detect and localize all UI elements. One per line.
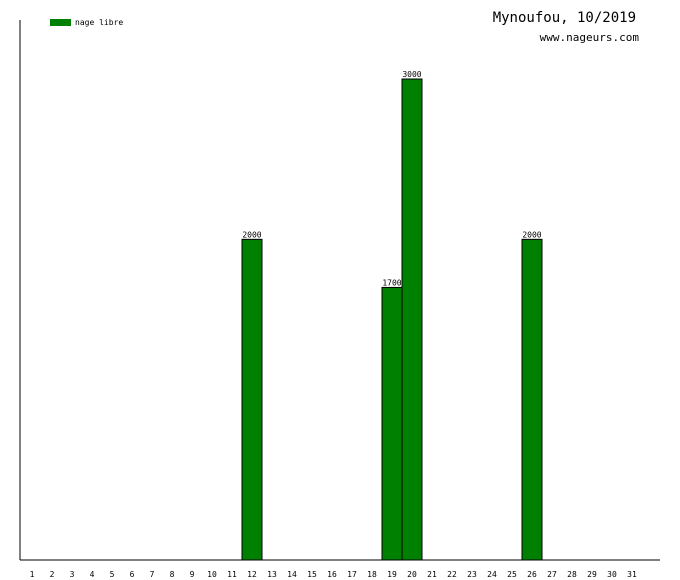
x-tick-label: 29 <box>587 570 597 579</box>
chart-subtitle: www.nageurs.com <box>540 31 640 44</box>
x-tick-label: 13 <box>267 570 277 579</box>
x-tick-label: 30 <box>607 570 617 579</box>
x-tick-label: 9 <box>190 570 195 579</box>
x-tick-label: 4 <box>90 570 95 579</box>
x-tick-label: 28 <box>567 570 577 579</box>
bar-value-label: 2000 <box>242 230 261 239</box>
x-tick-label: 31 <box>627 570 637 579</box>
x-tick-label: 2 <box>50 570 55 579</box>
x-tick-label: 5 <box>110 570 115 579</box>
x-tick-label: 1 <box>30 570 35 579</box>
bar-value-label: 3000 <box>402 70 421 79</box>
legend-swatch <box>50 19 71 26</box>
x-tick-label: 20 <box>407 570 417 579</box>
chart-title: Mynoufou, 10/2019 <box>493 10 636 26</box>
legend-label: nage libre <box>75 18 123 27</box>
x-tick-label: 6 <box>130 570 135 579</box>
bar-value-label: 2000 <box>522 230 541 239</box>
x-tick-label: 16 <box>327 570 337 579</box>
x-tick-label: 17 <box>347 570 357 579</box>
plot-area: 1 2 3 4 5 6 7 8 9 10 11 12 13 14 15 16 17 18 19 20 21 22 23 24 2… <box>19 20 660 579</box>
bar <box>401 78 423 561</box>
x-tick-label: 7 <box>150 570 155 579</box>
x-tick-label: 15 <box>307 570 317 579</box>
x-tick-label: 23 <box>467 570 477 579</box>
legend: nage libre <box>50 18 123 27</box>
data-labels: 2000 1700 3000 2000 <box>242 70 541 287</box>
x-tick-label: 12 <box>247 570 257 579</box>
x-tick-label: 24 <box>487 570 497 579</box>
x-tick-label: 27 <box>547 570 557 579</box>
bars-group <box>241 78 543 561</box>
x-tick-label: 8 <box>170 570 175 579</box>
bar <box>521 238 543 561</box>
x-tick-label: 11 <box>227 570 237 579</box>
x-tick-label: 18 <box>367 570 377 579</box>
bar <box>381 286 403 561</box>
x-tick-label: 21 <box>427 570 437 579</box>
bar-value-label: 1700 <box>382 278 401 287</box>
x-tick-label: 26 <box>527 570 537 579</box>
bar <box>241 238 263 561</box>
x-tick-label: 25 <box>507 570 517 579</box>
x-tick-label: 22 <box>447 570 457 579</box>
x-tick-label: 19 <box>387 570 397 579</box>
x-tick-label: 10 <box>207 570 217 579</box>
x-tick-labels: 1 2 3 4 5 6 7 8 9 10 11 12 13 14 15 16 17 18 19 20 21 22 23 24 2… <box>30 570 637 579</box>
x-tick-label: 3 <box>70 570 75 579</box>
x-tick-label: 14 <box>287 570 297 579</box>
